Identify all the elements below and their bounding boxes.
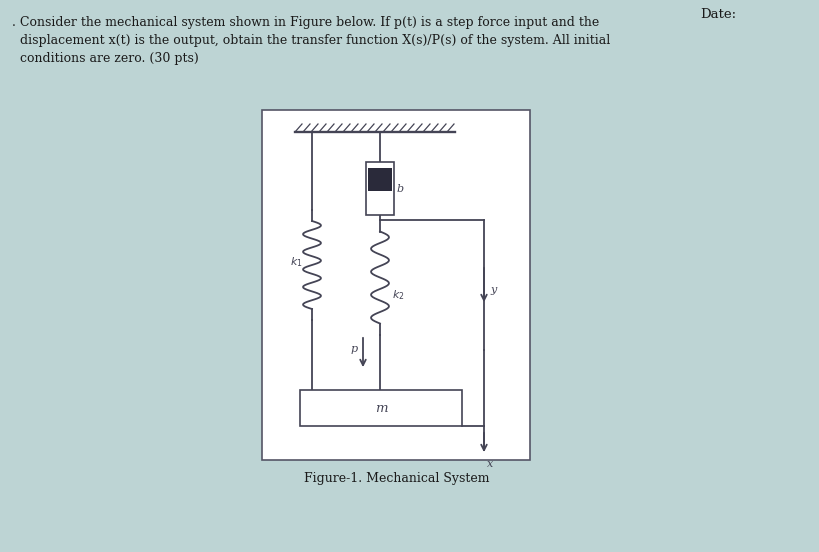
- Text: p: p: [351, 343, 358, 353]
- Text: Date:: Date:: [699, 8, 735, 21]
- Text: $k_2$: $k_2$: [391, 288, 404, 302]
- Text: $k_1$: $k_1$: [290, 255, 302, 269]
- Bar: [368, 168, 391, 190]
- Text: m: m: [374, 401, 387, 415]
- Bar: [262, 110, 529, 460]
- Text: . Consider the mechanical system shown in Figure below. If p(t) is a step force : . Consider the mechanical system shown i…: [12, 16, 599, 29]
- Text: y: y: [490, 285, 495, 295]
- Text: x: x: [486, 459, 493, 469]
- Text: conditions are zero. (30 pts): conditions are zero. (30 pts): [12, 52, 198, 65]
- Text: displacement x(t) is the output, obtain the transfer function X(s)/P(s) of the s: displacement x(t) is the output, obtain …: [12, 34, 609, 47]
- Bar: [365, 162, 393, 215]
- Text: b: b: [396, 183, 404, 194]
- Text: Figure-1. Mechanical System: Figure-1. Mechanical System: [304, 472, 489, 485]
- Bar: [300, 390, 461, 426]
